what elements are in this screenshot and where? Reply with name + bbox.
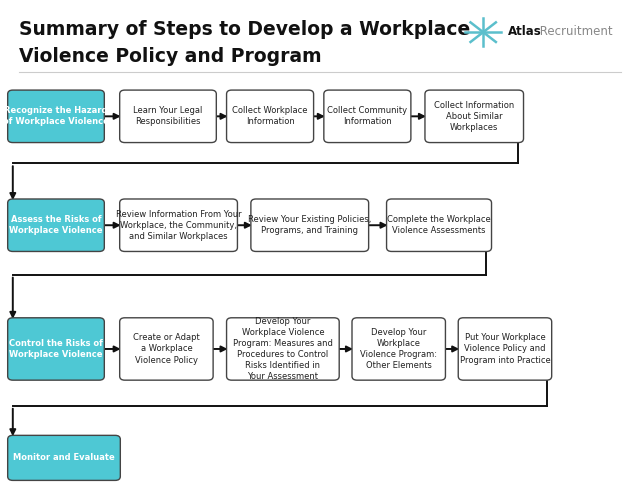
Text: Violence Policy and Program: Violence Policy and Program xyxy=(19,47,322,66)
Text: Create or Adapt
a Workplace
Violence Policy: Create or Adapt a Workplace Violence Pol… xyxy=(133,333,200,365)
FancyBboxPatch shape xyxy=(120,90,216,143)
Text: Put Your Workplace
Violence Policy and
Program into Practice: Put Your Workplace Violence Policy and P… xyxy=(460,333,550,365)
FancyBboxPatch shape xyxy=(352,318,445,380)
Text: Develop Your
Workplace Violence
Program: Measures and
Procedures to Control
Risk: Develop Your Workplace Violence Program:… xyxy=(233,317,333,381)
Text: Monitor and Evaluate: Monitor and Evaluate xyxy=(13,453,115,462)
FancyBboxPatch shape xyxy=(324,90,411,143)
FancyBboxPatch shape xyxy=(120,199,237,251)
Text: Collect Community
Information: Collect Community Information xyxy=(327,106,408,126)
FancyBboxPatch shape xyxy=(227,318,339,380)
Text: Control the Risks of
Workplace Violence: Control the Risks of Workplace Violence xyxy=(9,339,103,359)
Text: Summary of Steps to Develop a Workplace: Summary of Steps to Develop a Workplace xyxy=(19,20,470,39)
Text: Recruitment: Recruitment xyxy=(536,25,612,38)
FancyBboxPatch shape xyxy=(425,90,524,143)
Text: Assess the Risks of
Workplace Violence: Assess the Risks of Workplace Violence xyxy=(9,215,103,235)
Text: Complete the Workplace
Violence Assessments: Complete the Workplace Violence Assessme… xyxy=(387,215,491,235)
Text: Review Your Existing Policies,
Programs, and Training: Review Your Existing Policies, Programs,… xyxy=(248,215,371,235)
Text: Recognize the Hazard
of Workplace Violence: Recognize the Hazard of Workplace Violen… xyxy=(3,106,109,126)
FancyBboxPatch shape xyxy=(227,90,314,143)
FancyBboxPatch shape xyxy=(8,436,120,480)
FancyBboxPatch shape xyxy=(120,318,213,380)
FancyBboxPatch shape xyxy=(387,199,492,251)
Text: Collect Information
About Similar
Workplaces: Collect Information About Similar Workpl… xyxy=(434,100,515,132)
FancyBboxPatch shape xyxy=(8,318,104,380)
Text: Collect Workplace
Information: Collect Workplace Information xyxy=(232,106,308,126)
Text: Develop Your
Workplace
Violence Program:
Other Elements: Develop Your Workplace Violence Program:… xyxy=(360,328,437,370)
FancyBboxPatch shape xyxy=(8,199,104,251)
Text: Review Information From Your
Workplace, the Community,
and Similar Workplaces: Review Information From Your Workplace, … xyxy=(116,209,241,241)
Text: Atlas: Atlas xyxy=(508,25,541,38)
FancyBboxPatch shape xyxy=(251,199,369,251)
Text: Learn Your Legal
Responsibilities: Learn Your Legal Responsibilities xyxy=(133,106,203,126)
FancyBboxPatch shape xyxy=(458,318,552,380)
FancyBboxPatch shape xyxy=(8,90,104,143)
